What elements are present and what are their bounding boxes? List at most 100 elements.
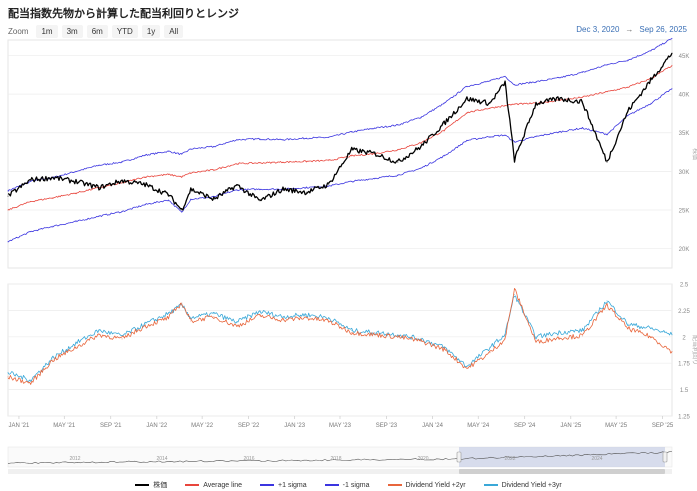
data-point	[535, 81, 537, 83]
data-point	[627, 59, 629, 61]
navigator-selection	[459, 447, 665, 467]
zoom-6m-button[interactable]: 6m	[86, 25, 108, 38]
data-point	[606, 304, 608, 306]
data-point	[30, 179, 32, 181]
legend-item-average[interactable]: Average line	[185, 480, 242, 490]
data-point	[420, 116, 422, 118]
legend-swatch	[324, 484, 339, 486]
data-point	[351, 131, 353, 133]
data-point	[190, 320, 192, 322]
x-tick-label: JAN '21	[9, 423, 30, 429]
data-point	[351, 329, 353, 332]
data-point	[144, 323, 146, 325]
y-tick-label: 45K	[679, 54, 690, 60]
legend-item-price[interactable]: 株価	[135, 480, 167, 490]
data-point	[282, 319, 284, 321]
data-point	[420, 340, 422, 342]
data-point	[144, 154, 146, 156]
data-point	[181, 209, 183, 211]
data-point	[504, 334, 506, 336]
data-point	[397, 149, 399, 151]
data-point	[558, 331, 560, 334]
y-tick-label: 1.75	[678, 362, 690, 368]
data-point	[30, 200, 32, 203]
data-point	[75, 192, 77, 194]
legend-item-dy2[interactable]: Dividend Yield +2yr	[387, 480, 466, 490]
data-point	[282, 139, 284, 141]
data-point	[213, 198, 215, 200]
data-point	[581, 71, 584, 74]
zoom-label: Zoom	[8, 27, 29, 36]
data-point	[581, 96, 584, 98]
data-point	[328, 183, 330, 186]
data-point	[52, 357, 54, 359]
legend-item-minus1[interactable]: -1 sigma	[324, 480, 370, 490]
data-point	[420, 167, 422, 169]
data-point	[98, 187, 100, 189]
data-point	[374, 127, 376, 129]
data-point	[606, 91, 608, 93]
data-point	[671, 64, 673, 67]
data-point	[558, 77, 560, 79]
data-point	[627, 115, 629, 117]
data-point	[351, 180, 353, 183]
data-point	[259, 315, 261, 317]
data-point	[259, 200, 261, 202]
legend-label: Dividend Yield +3yr	[501, 481, 562, 489]
data-point	[181, 153, 183, 155]
legend-item-dy3[interactable]: Dividend Yield +3yr	[483, 480, 562, 490]
zoom-all-button[interactable]: All	[164, 25, 184, 38]
zoom-3m-button[interactable]: 3m	[61, 25, 83, 38]
yield-panel-frame	[7, 283, 673, 417]
legend-label: -1 sigma	[342, 481, 370, 489]
data-point	[581, 329, 584, 332]
x-tick-label: SEP '25	[652, 423, 674, 429]
navigator-handle-icon	[662, 451, 668, 463]
x-tick-label: SEP '23	[376, 423, 398, 429]
data-point	[606, 161, 608, 163]
data-point	[181, 211, 183, 213]
data-point	[489, 352, 491, 354]
y-tick-label: 30K	[679, 170, 690, 176]
data-point	[98, 329, 100, 332]
data-point	[513, 103, 516, 105]
zoom-ytd-button[interactable]: YTD	[111, 25, 138, 38]
navigator-year-label: 2024	[591, 456, 602, 462]
data-point	[489, 346, 491, 348]
navigator-year-label: 2014	[156, 456, 167, 462]
series-line--	[7, 52, 673, 211]
data-point	[650, 79, 652, 81]
navigator-year-label: 2016	[243, 456, 254, 462]
chart-title: 配当指数先物から計算した配当利回りとレンジ	[8, 7, 239, 20]
legend: 株価 Average line +1 sigma -1 sigma Divide…	[0, 480, 697, 490]
data-point	[374, 177, 376, 179]
data-point	[558, 131, 560, 133]
data-point	[606, 300, 608, 302]
data-point	[489, 136, 491, 138]
data-point	[52, 197, 54, 199]
legend-item-plus1[interactable]: +1 sigma	[260, 480, 307, 490]
navigator-year-label: 2022	[504, 456, 515, 462]
data-point	[7, 190, 9, 192]
range-from[interactable]: Dec 3, 2020	[576, 25, 620, 34]
data-point	[259, 162, 261, 164]
navigator-year-label: 2020	[417, 456, 428, 462]
data-point	[121, 180, 123, 182]
data-point	[504, 105, 506, 107]
data-point	[167, 150, 170, 152]
data-point	[121, 210, 123, 213]
data-point	[75, 221, 77, 223]
zoom-1y-button[interactable]: 1y	[141, 25, 161, 38]
data-point	[466, 367, 468, 370]
range-to[interactable]: Sep 26, 2025	[639, 25, 687, 34]
zoom-1m-button[interactable]: 1m	[36, 25, 58, 38]
data-point	[671, 334, 673, 336]
data-point	[513, 141, 516, 143]
x-tick-label: MAY '25	[605, 423, 628, 429]
data-point	[351, 149, 353, 151]
x-tick-label: SEP '21	[100, 423, 122, 429]
data-point	[7, 209, 9, 211]
data-point	[190, 317, 192, 319]
data-point	[121, 182, 123, 184]
